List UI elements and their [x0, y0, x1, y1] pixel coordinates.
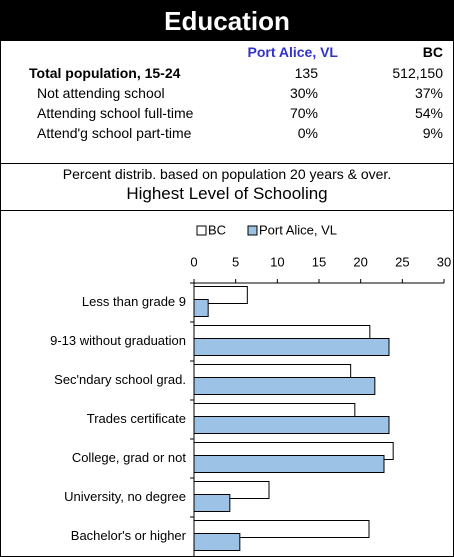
column-header: Port Alice, VL	[247, 44, 338, 60]
bar	[193, 416, 390, 434]
bar	[193, 338, 390, 356]
cell: 9%	[422, 125, 443, 141]
chart-header: Percent distrib. based on population 20 …	[1, 163, 453, 211]
bar	[193, 455, 385, 473]
bar	[193, 299, 209, 317]
bar	[193, 377, 376, 395]
y-tick-label: Bachelor's or higher	[71, 528, 187, 543]
cell: 512,150	[392, 65, 443, 81]
chart-title: Highest Level of Schooling	[126, 184, 328, 203]
row-label: Not attending school	[37, 85, 165, 101]
y-tick-label: Sec'ndary school grad.	[54, 372, 186, 387]
x-tick-label: 0	[190, 254, 197, 269]
bar	[193, 494, 231, 512]
title: Education	[1, 1, 453, 41]
y-tick-label: College, grad or not	[72, 450, 187, 465]
table: Port Alice, VL BC Total population, 15-2…	[7, 41, 447, 143]
legend-label: Port Alice, VL	[259, 222, 337, 237]
legend-swatch	[247, 225, 258, 236]
bar	[193, 533, 241, 551]
column-header: BC	[422, 44, 443, 60]
row-label: Total population, 15-24	[29, 65, 181, 81]
cell: 135	[294, 65, 318, 81]
x-tick-label: 20	[353, 254, 367, 269]
y-tick-label: University, no degree	[64, 489, 186, 504]
row-label: Attend'g school part-time	[37, 125, 192, 141]
chart: BC Port Alice, VL 0 5 10 15 20 25 30 Less than gr…	[50, 222, 451, 556]
cell: 37%	[414, 85, 443, 101]
cell: 30%	[289, 85, 318, 101]
legend-swatch	[196, 225, 207, 236]
legend-label: BC	[208, 222, 226, 237]
y-tick-label: 9-13 without graduation	[50, 333, 186, 348]
chart-subtitle: Percent distrib. based on population 20 …	[62, 166, 392, 182]
y-tick-label: Less than grade 9	[82, 294, 186, 309]
cell: 54%	[414, 105, 443, 121]
x-tick-label: 30	[437, 254, 451, 269]
x-tick-label: 25	[395, 254, 409, 269]
x-tick-label: 10	[270, 254, 284, 269]
x-tick-label: 15	[312, 254, 326, 269]
row-label: Attending school full-time	[37, 105, 194, 121]
x-tick-label: 5	[232, 254, 239, 269]
cell: 70%	[289, 105, 318, 121]
y-tick-label: Trades certificate	[87, 411, 186, 426]
cell: 0%	[297, 125, 318, 141]
